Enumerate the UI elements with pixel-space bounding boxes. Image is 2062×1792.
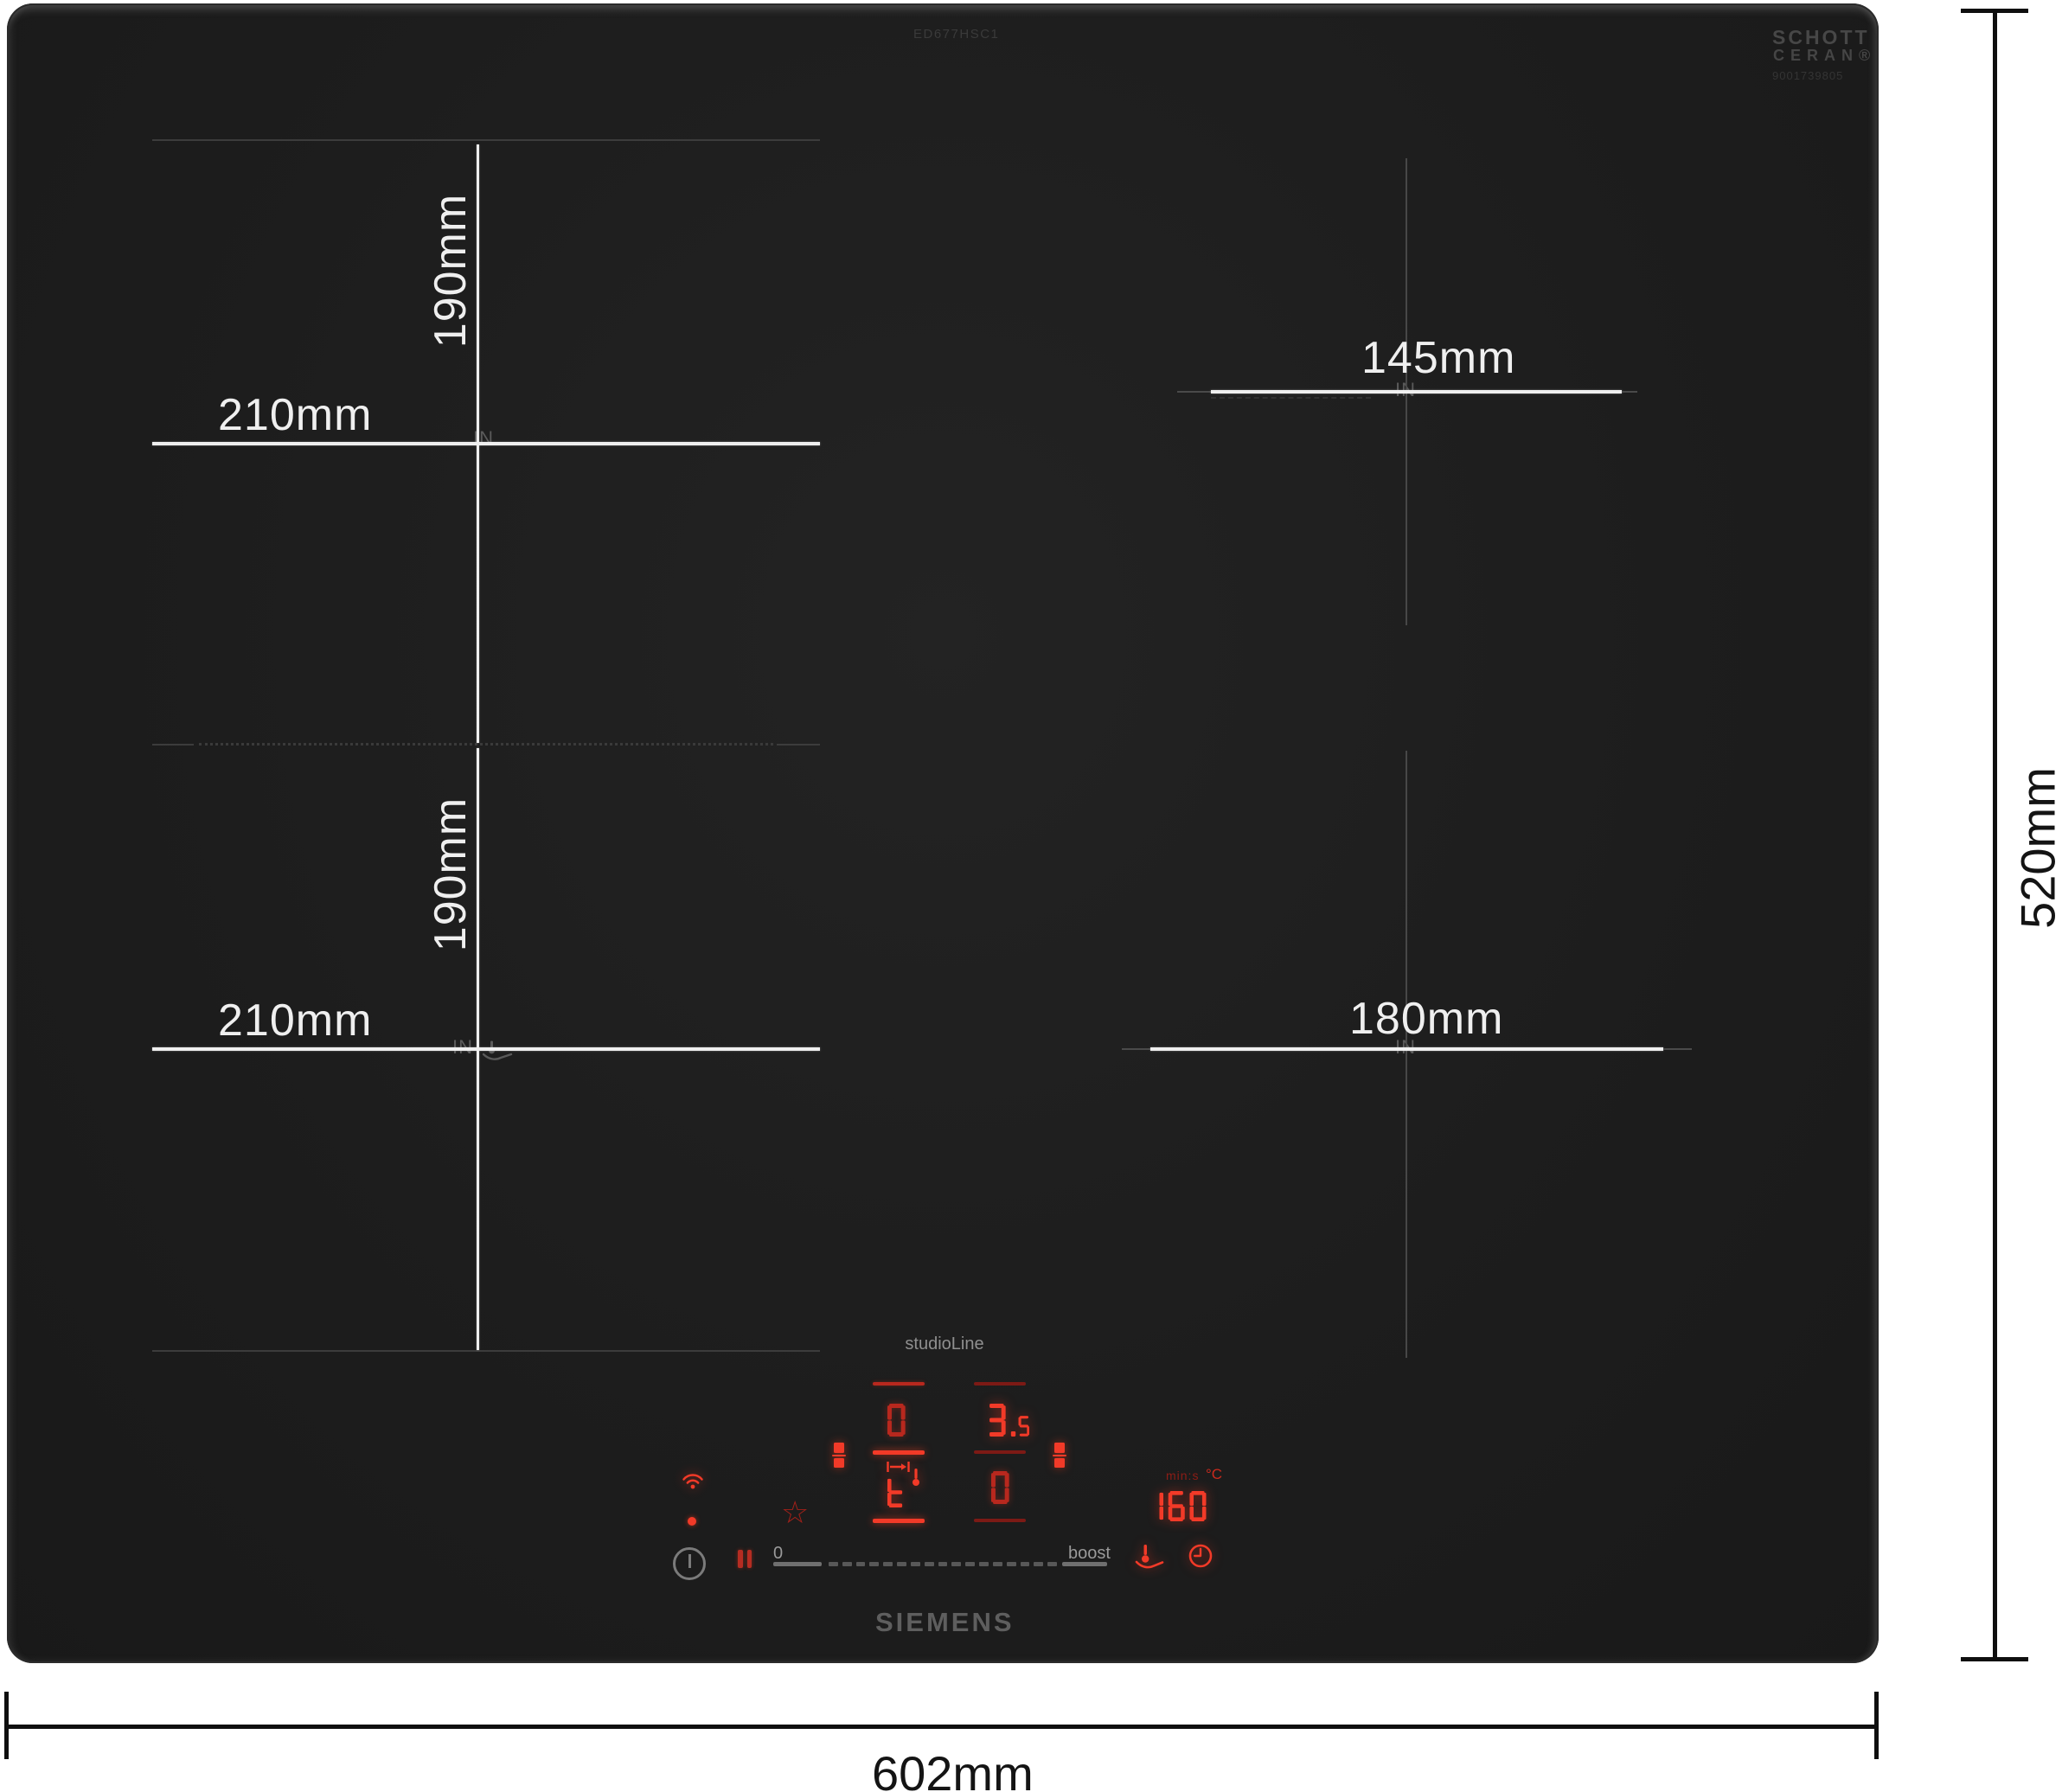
timer-clock-icon — [1188, 1544, 1213, 1568]
front-left-zone-horizontal-line — [152, 1047, 820, 1051]
front-left-zone-depth-label: 190mm — [426, 797, 476, 952]
slider-dash — [992, 1562, 1002, 1566]
slider-dash — [951, 1562, 962, 1566]
slider-dash — [855, 1562, 866, 1566]
timer-minutes-label: min:s — [1166, 1469, 1200, 1482]
timer-celsius-label: °C — [1206, 1466, 1223, 1482]
left-zone-divider-end-left — [152, 744, 194, 746]
back-left-zone-depth-label: 190mm — [426, 193, 476, 349]
right-display-bottom-bar — [974, 1519, 1026, 1522]
in-marker-front-left: IN — [452, 1036, 473, 1059]
studioline-label: studioLine — [905, 1334, 984, 1354]
front-left-zone-width-label: 210mm — [218, 995, 373, 1046]
pan-sensor-icon — [1135, 1545, 1164, 1569]
overall-depth-label: 520mm — [2010, 767, 2062, 929]
hob-glass-surface — [7, 3, 1879, 1663]
back-right-zone-horizontal-line — [1211, 390, 1622, 394]
width-dimension-tick-right — [1874, 1692, 1879, 1759]
slider-dash — [965, 1562, 976, 1566]
schott-serial-number: 9001739805 — [1772, 69, 1844, 82]
pan-sensor-mark-icon — [482, 1040, 513, 1060]
in-marker-back-right: IN — [1395, 379, 1416, 401]
back-right-zone-dashed-mark — [1211, 397, 1371, 399]
left-display-middle-bar — [873, 1450, 925, 1455]
front-right-zone-vertical-line — [1406, 751, 1407, 1358]
back-right-zone-diameter-label: 145mm — [1361, 333, 1516, 383]
pause-icon — [738, 1550, 752, 1568]
left-display-power-value — [887, 1404, 907, 1437]
siemens-logo: SIEMENS — [875, 1607, 1015, 1637]
slider-dash — [1047, 1562, 1058, 1566]
favorite-star-icon: ☆ — [781, 1494, 810, 1530]
width-dimension-tick-left — [4, 1692, 9, 1759]
front-left-zone-bottom-line — [152, 1350, 820, 1352]
slider-dash — [869, 1562, 880, 1566]
back-right-line-extension-left — [1177, 391, 1211, 393]
width-dimension-line — [6, 1725, 1877, 1729]
timer-value-display — [1147, 1491, 1207, 1521]
depth-dimension-tick-top — [1961, 9, 2028, 13]
power-icon — [673, 1547, 706, 1580]
slider-dash — [938, 1562, 948, 1566]
right-display-power-value — [988, 1404, 1030, 1437]
slider-end-segment — [1062, 1562, 1107, 1566]
bridge-arrow-icon — [887, 1462, 910, 1472]
front-right-zone-horizontal-line — [1150, 1047, 1663, 1051]
left-display-thermometer-icon — [913, 1469, 919, 1486]
slider-dash — [1034, 1562, 1044, 1566]
right-display-middle-bar — [974, 1450, 1026, 1454]
schott-logo-line1: SCHOTT — [1772, 26, 1870, 48]
wifi-icon — [682, 1474, 703, 1489]
slider-dash — [897, 1562, 906, 1566]
left-zone-divider-dotted-line — [199, 743, 773, 746]
depth-dimension-tick-bottom — [1961, 1657, 2028, 1661]
right-display-top-bar — [974, 1382, 1026, 1386]
back-left-zone-top-line — [152, 139, 820, 141]
slider-min-label: 0 — [773, 1544, 784, 1563]
pot-indicator-right — [1053, 1443, 1066, 1468]
back-left-zone-horizontal-line — [152, 442, 820, 445]
right-display-secondary-value — [991, 1471, 1011, 1504]
front-right-line-extension-right — [1663, 1048, 1692, 1050]
pot-indicator-left — [832, 1443, 846, 1468]
depth-dimension-line — [1993, 10, 1997, 1660]
left-display-mode-value — [887, 1477, 906, 1507]
front-right-zone-diameter-label: 180mm — [1349, 994, 1504, 1044]
slider-dash — [910, 1562, 920, 1566]
model-code: ED677HSC1 — [913, 27, 1000, 42]
slider-boost-label: boost — [1068, 1544, 1111, 1563]
in-marker-front-right: IN — [1395, 1036, 1416, 1059]
back-left-zone-width-label: 210mm — [218, 390, 373, 440]
slider-dash-scale — [829, 1562, 1058, 1566]
left-display-bottom-bar — [873, 1519, 925, 1523]
slider-start-segment — [773, 1562, 822, 1566]
slider-dash — [979, 1562, 989, 1566]
left-zone-divider-end-right — [777, 744, 820, 746]
back-right-line-extension-right — [1622, 391, 1637, 393]
slider-dash — [924, 1562, 934, 1566]
slider-dash — [829, 1562, 838, 1566]
overall-width-label: 602mm — [872, 1746, 1034, 1792]
left-display-top-bar — [873, 1382, 925, 1386]
slider-dash — [1006, 1562, 1016, 1566]
slider-dash — [883, 1562, 893, 1566]
slider-dash — [1020, 1562, 1030, 1566]
slider-dash — [842, 1562, 852, 1566]
schott-logo-line2: CERAN® — [1773, 47, 1877, 64]
front-right-line-extension-left — [1122, 1048, 1150, 1050]
status-dot-icon — [688, 1517, 696, 1526]
